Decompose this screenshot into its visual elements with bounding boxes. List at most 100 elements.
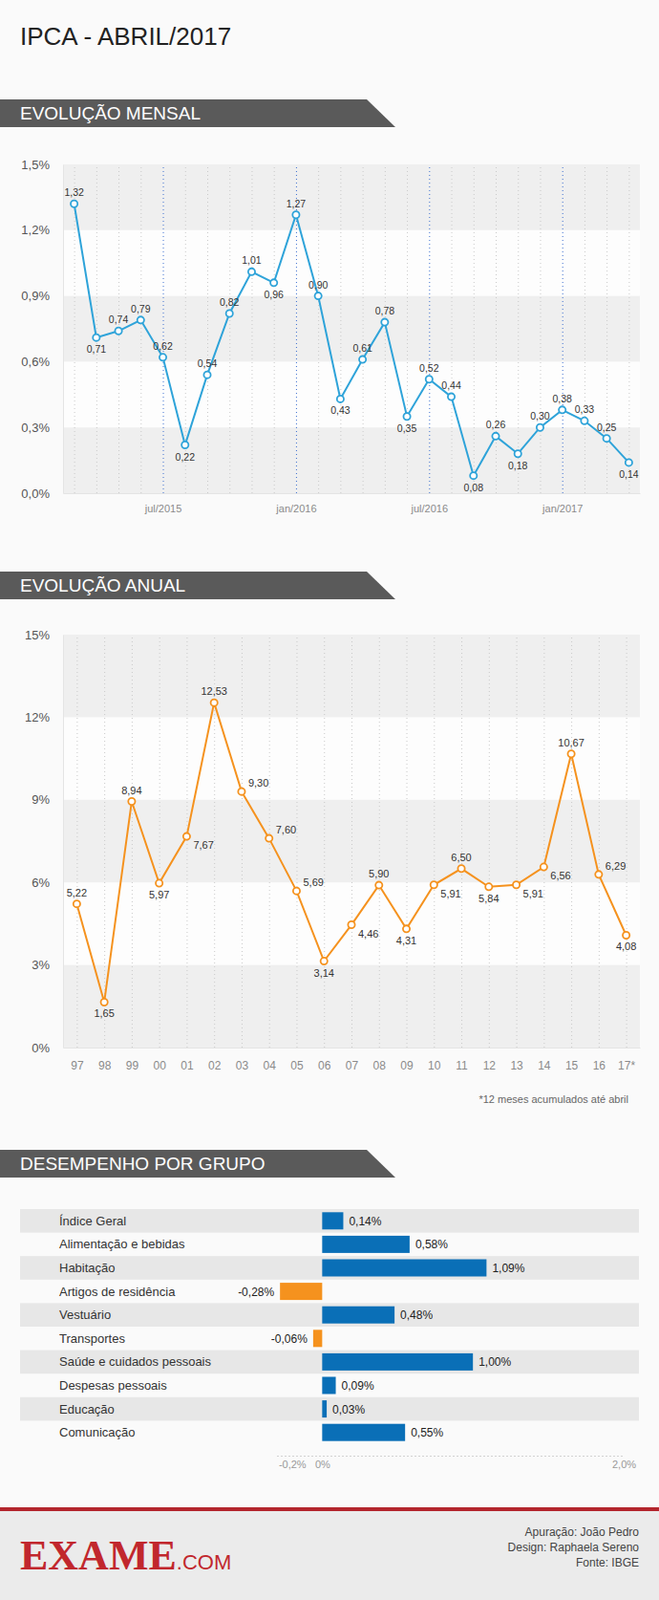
credit: Design: Raphaela Sereno xyxy=(508,1539,640,1553)
x-tick xyxy=(318,164,319,493)
plot-background xyxy=(63,634,640,1047)
data-label: 0,26 xyxy=(486,418,507,430)
bar xyxy=(321,1423,405,1441)
x-tick-label: 08 xyxy=(373,1058,387,1072)
x-tick xyxy=(207,164,209,493)
data-point xyxy=(248,268,256,276)
x-tick xyxy=(140,164,142,493)
bar xyxy=(279,1281,322,1299)
x-tick: 12 xyxy=(483,634,497,1072)
y-tick-label: 15% xyxy=(24,627,50,642)
x-grid-line xyxy=(516,634,518,1047)
data-label: 10,67 xyxy=(557,736,585,748)
data-label: 0,44 xyxy=(441,379,462,391)
row-stripe xyxy=(20,1301,639,1326)
x-axis-line xyxy=(63,1046,641,1048)
data-label: 0,58% xyxy=(415,1236,448,1251)
data-label: 0,54 xyxy=(197,357,218,369)
data-point xyxy=(622,931,630,938)
data-point xyxy=(137,316,145,323)
data-labels: 1,320,710,740,790,620,220,540,821,010,96… xyxy=(63,186,638,492)
x-grid-line xyxy=(451,164,453,493)
data-label: 7,67 xyxy=(192,838,213,851)
y-tick: 1,5% xyxy=(21,157,64,172)
data-label: -0,28% xyxy=(237,1284,275,1298)
category-label: Comunicação xyxy=(59,1424,136,1439)
data-label: 6,56 xyxy=(550,869,571,881)
x-tick: 09 xyxy=(400,634,414,1072)
data-label: 1,27 xyxy=(286,197,307,210)
data-label: 0,18 xyxy=(508,459,529,471)
x-tick: 17* xyxy=(617,634,636,1072)
x-tick: 02 xyxy=(208,634,222,1072)
x-grid-line xyxy=(626,634,628,1047)
y-tick: 6% xyxy=(31,874,64,890)
grid-band xyxy=(63,426,640,493)
x-grid-line xyxy=(606,164,608,493)
data-point xyxy=(181,441,189,448)
x-tick xyxy=(96,164,98,493)
data-label: 7,60 xyxy=(276,823,297,835)
data-label: 0,30 xyxy=(530,409,551,422)
y-tick-label: 0% xyxy=(31,1040,50,1055)
data-point xyxy=(403,412,410,420)
data-label: 0,22 xyxy=(175,450,196,463)
y-tick-label: 0,0% xyxy=(21,486,50,501)
data-label: 0,09% xyxy=(341,1378,375,1392)
x-tick-label: 0% xyxy=(315,1457,331,1469)
data-point xyxy=(159,353,167,361)
x-tick-label: 01 xyxy=(180,1058,194,1072)
data-label: 0,33 xyxy=(574,403,596,415)
data-point xyxy=(155,878,163,886)
data-point xyxy=(403,924,410,932)
x-tick xyxy=(517,164,519,493)
y-tick-label: 6% xyxy=(31,874,50,890)
x-tick: 97 xyxy=(70,634,85,1072)
x-grid-line xyxy=(104,634,106,1047)
data-label: 0,79 xyxy=(130,302,151,315)
x-tick-label: 12 xyxy=(483,1058,497,1072)
plot-marks xyxy=(279,1211,487,1440)
x-grid-line xyxy=(163,164,165,493)
data-label: 5,90 xyxy=(368,867,389,879)
x-tick: 2,0% xyxy=(612,1454,637,1469)
bar-chart: Índice GeralAlimentação e bebidasHabitaç… xyxy=(20,1208,639,1469)
x-grid-line xyxy=(207,164,209,493)
x-grid-line xyxy=(251,164,253,493)
data-point xyxy=(491,432,499,440)
x-grid-line xyxy=(229,164,231,493)
x-tick-label: jan/2017 xyxy=(541,502,583,514)
data-point xyxy=(567,749,574,757)
y-tick: 0,3% xyxy=(21,420,64,435)
data-label: 0,03% xyxy=(332,1402,365,1416)
bar xyxy=(321,1376,336,1394)
data-point xyxy=(514,449,522,457)
x-tick: 00 xyxy=(152,634,167,1072)
data-label: 0,55% xyxy=(410,1424,444,1439)
x-grid-line xyxy=(428,164,430,493)
x-grid-line xyxy=(495,164,497,493)
y-tick: 0% xyxy=(31,1040,64,1055)
data-label: 0,82 xyxy=(219,296,240,308)
data-point xyxy=(425,375,433,383)
x-tick: 04 xyxy=(263,634,277,1072)
data-label: 0,48% xyxy=(400,1307,433,1321)
x-tick xyxy=(584,164,586,493)
data-label: 0,43 xyxy=(330,403,351,416)
data-point xyxy=(540,862,548,870)
data-label: 3,14 xyxy=(314,966,335,978)
category-label: Saúde e cuidados pessoais xyxy=(59,1353,213,1368)
x-grid-line xyxy=(539,164,541,493)
x-tick xyxy=(473,164,475,493)
data-label: 0,61 xyxy=(352,341,373,354)
data-label: 6,29 xyxy=(605,859,626,872)
x-grid-line xyxy=(159,634,161,1047)
x-tick-label: jul/2015 xyxy=(144,502,183,514)
page-background xyxy=(0,0,659,1599)
x-grid-line xyxy=(571,634,573,1047)
banner-title: EVOLUÇÃO MENSAL xyxy=(20,103,201,124)
data-label: 1,32 xyxy=(63,186,85,198)
x-axis-line xyxy=(277,1454,625,1456)
y-tick-label: 1,2% xyxy=(21,222,50,237)
x-tick: 14 xyxy=(537,634,552,1072)
